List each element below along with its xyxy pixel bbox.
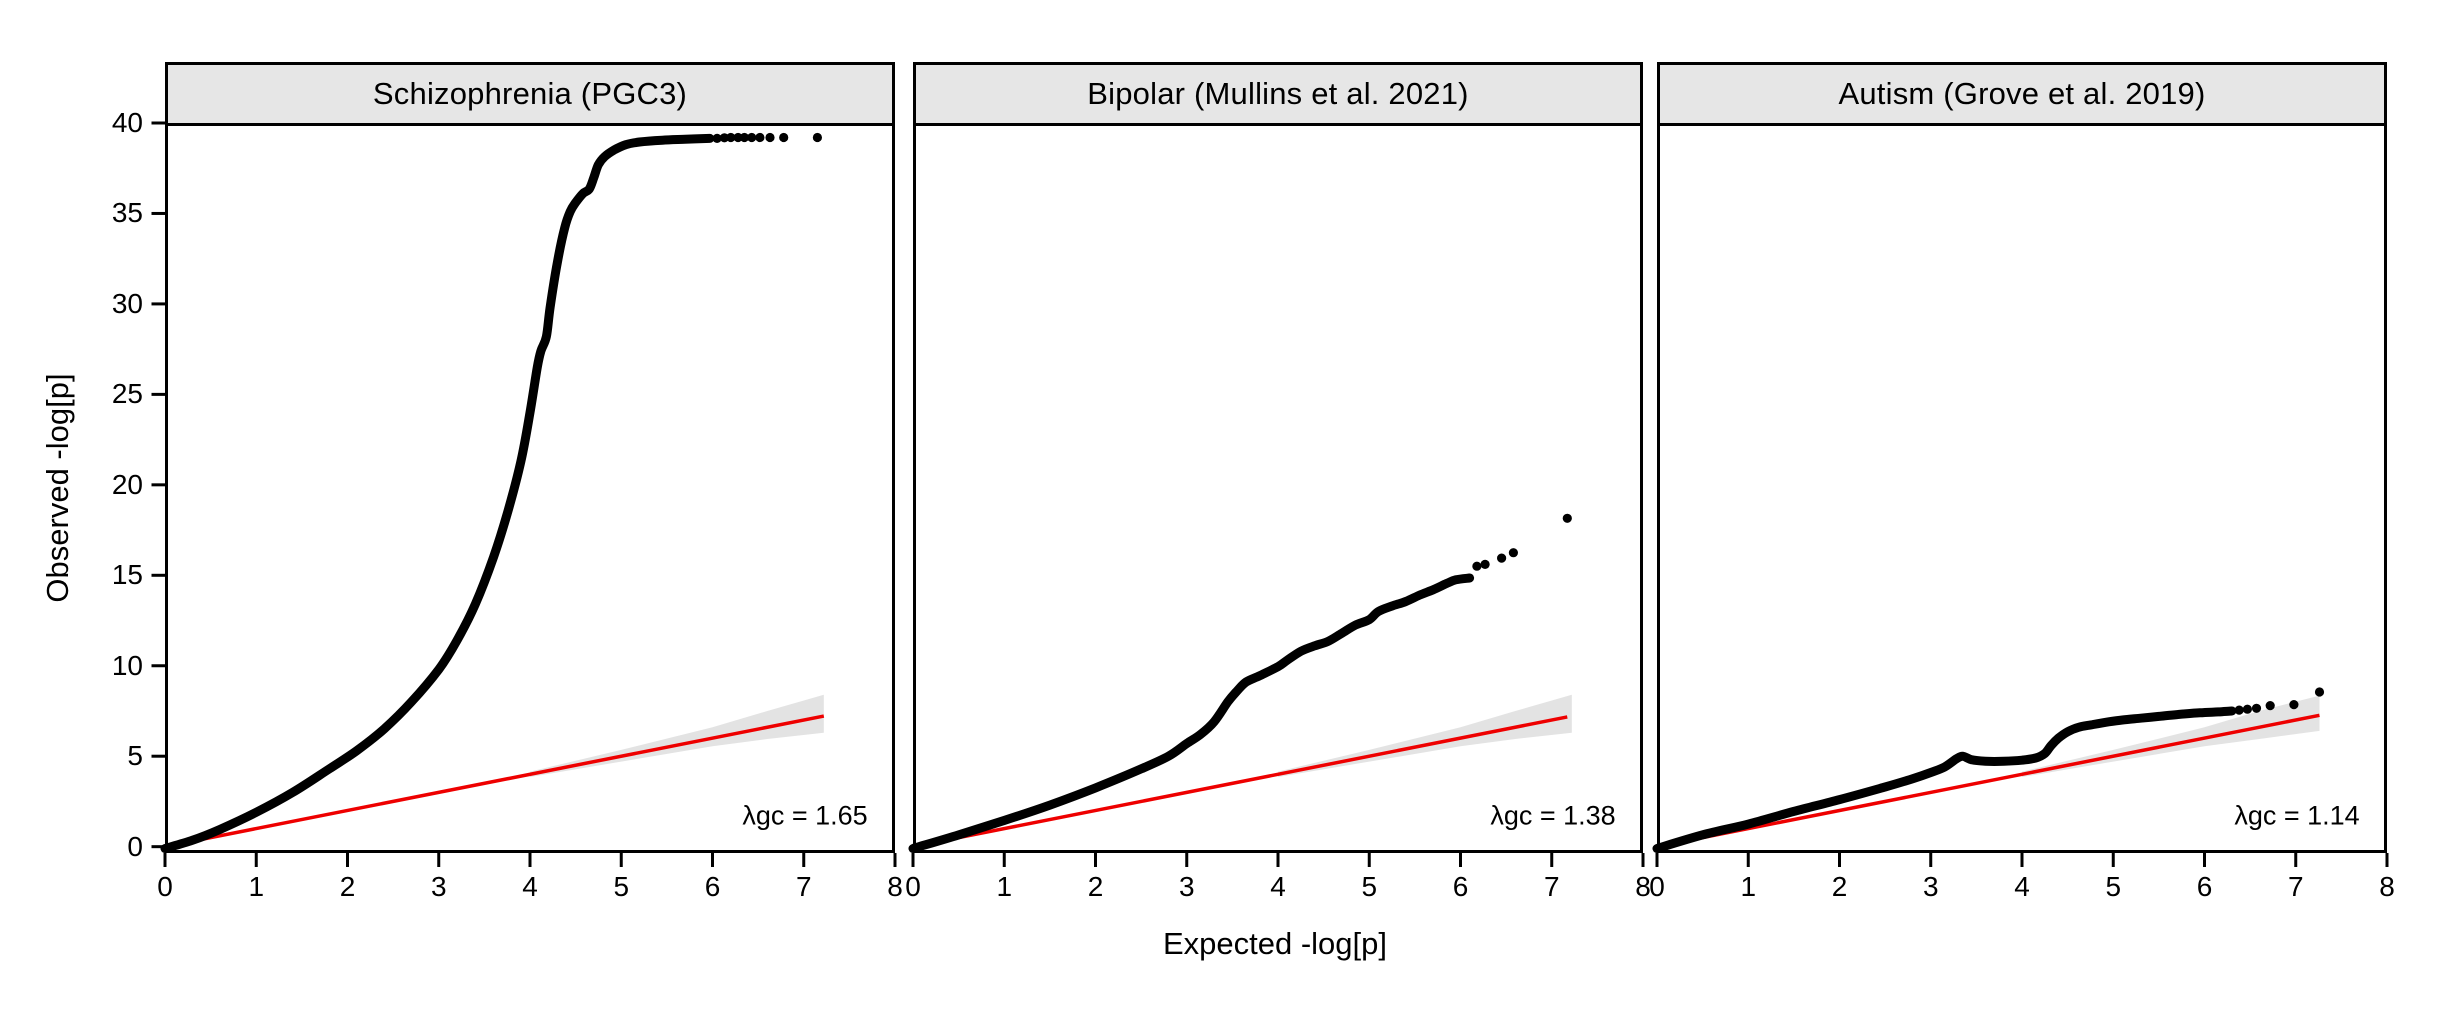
x-tick-label: 2	[1831, 871, 1848, 902]
lambda-gc-annotation: λgc = 1.14	[2234, 800, 2360, 831]
x-tick-label: 8	[887, 871, 903, 902]
panel-border	[1657, 123, 2387, 853]
x-tick-label: 6	[2196, 871, 2213, 902]
x-tick-label: 7	[795, 871, 812, 902]
x-tick-label: 1	[248, 871, 265, 902]
facet-strip: Schizophrenia (PGC3)	[165, 62, 895, 126]
x-axis-title: Expected -log[p]	[1162, 926, 1388, 961]
y-tick-label: 25	[111, 378, 143, 410]
x-tick-label: 4	[522, 871, 538, 902]
outlier-point	[2234, 705, 2244, 715]
confidence-band	[2022, 695, 2320, 777]
panel-bipolar: Bipolar (Mullins et al. 2021) λgc = 1.38…	[905, 62, 1651, 902]
x-tick-label: 2	[1087, 871, 1104, 902]
qq-plot-area-autism	[1652, 123, 2389, 867]
y-axis-title: Observed -log[p]	[40, 373, 75, 603]
outlier-point	[2265, 701, 2275, 711]
x-tick-label: 4	[1270, 871, 1286, 902]
x-tick-label: 3	[1922, 871, 1939, 902]
outlier-point	[812, 132, 823, 143]
y-tick-label: 20	[111, 468, 143, 500]
outlier-point	[2242, 704, 2252, 714]
qq-curve	[908, 573, 1475, 853]
x-tick-label: 1	[996, 871, 1013, 902]
outlier-point	[1497, 553, 1507, 563]
x-tick-label: 8	[2379, 871, 2395, 902]
x-tick-label: 5	[1361, 871, 1378, 902]
outlier-point	[755, 132, 765, 143]
x-tick-label: 7	[1543, 871, 1560, 902]
facet-strip: Autism (Grove et al. 2019)	[1657, 62, 2387, 126]
qq-curve	[1652, 706, 2237, 853]
panel-border	[165, 123, 895, 853]
outlier-point	[2314, 687, 2325, 697]
outlier-point	[1480, 559, 1490, 569]
confidence-band	[530, 694, 824, 777]
outlier-point	[739, 132, 750, 143]
x-tick-label: 7	[2287, 871, 2304, 902]
x-tick-label: 6	[704, 871, 721, 902]
lambda-gc-annotation: λgc = 1.65	[742, 800, 868, 831]
x-tick-label: 8	[1635, 871, 1651, 902]
qq-curve	[160, 133, 715, 853]
panel-border	[913, 123, 1643, 853]
facet-title: Autism (Grove et al. 2019)	[1838, 76, 2206, 111]
panel-schizophrenia: Schizophrenia (PGC3) λgc = 1.65 0 1 2 3 4 5 6 7…	[151, 62, 903, 902]
x-tick-label: 0	[157, 871, 173, 902]
x-tick-label: 3	[1178, 871, 1195, 902]
y-tick-label: 5	[127, 740, 143, 772]
x-tick-label: 2	[339, 871, 356, 902]
x-tick-label: 5	[613, 871, 630, 902]
qq-plot-area-schizophrenia	[151, 121, 897, 867]
reference-line	[1656, 713, 2320, 849]
x-tick-label: 0	[1649, 871, 1665, 902]
outlier-point	[712, 133, 722, 143]
outlier-point	[733, 132, 743, 143]
y-axis-tick-labels: 0 5 10 15 20 25 30 35 40	[83, 0, 143, 1012]
reference-line	[164, 714, 825, 849]
y-tick-label: 30	[111, 287, 143, 319]
outlier-point	[2251, 703, 2262, 713]
outlier-point	[1508, 548, 1518, 558]
y-tick-label: 15	[111, 559, 143, 591]
y-tick-label: 40	[111, 107, 143, 138]
lambda-gc-annotation: λgc = 1.38	[1490, 800, 1616, 831]
panel-autism: Autism (Grove et al. 2019) λgc = 1.14 0 1…	[1649, 62, 2395, 902]
facet-strip: Bipolar (Mullins et al. 2021)	[913, 62, 1643, 126]
outlier-point	[726, 132, 736, 143]
outlier-point	[1562, 513, 1572, 523]
y-tick-label: 35	[111, 197, 143, 229]
facet-title: Bipolar (Mullins et al. 2021)	[1087, 76, 1469, 111]
outlier-point	[1472, 561, 1482, 571]
x-tick-label: 3	[430, 871, 447, 902]
reference-line	[912, 715, 1568, 849]
x-tick-label: 6	[1452, 871, 1469, 902]
outlier-point	[779, 132, 789, 143]
x-tick-label: 1	[1740, 871, 1757, 902]
x-tick-label: 5	[2105, 871, 2122, 902]
qq-plot-area-bipolar	[908, 123, 1645, 867]
outlier-point	[765, 132, 775, 143]
x-tick-label: 0	[905, 871, 921, 902]
x-tick-label: 4	[2014, 871, 2030, 902]
outlier-point	[747, 132, 757, 143]
outlier-point	[2289, 700, 2299, 710]
y-tick-label: 10	[111, 649, 143, 681]
confidence-band	[1278, 694, 1572, 777]
facet-title: Schizophrenia (PGC3)	[372, 76, 688, 111]
y-tick-label: 0	[127, 830, 143, 862]
